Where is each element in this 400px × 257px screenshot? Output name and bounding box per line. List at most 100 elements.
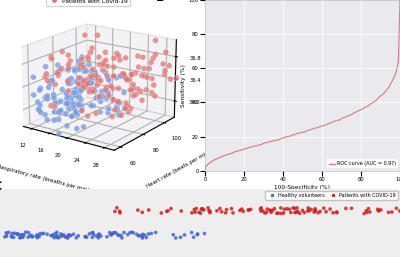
Point — [334, 210, 340, 214]
Point — [194, 232, 201, 236]
Point — [53, 235, 60, 239]
Point — [248, 207, 254, 212]
Y-axis label: Sensitivity (%): Sensitivity (%) — [181, 64, 186, 107]
Point — [55, 236, 62, 240]
Point — [296, 211, 303, 215]
Point — [17, 236, 24, 240]
Point — [119, 236, 125, 240]
Point — [245, 208, 252, 212]
Point — [30, 234, 36, 238]
Point — [270, 208, 276, 212]
Point — [16, 236, 23, 240]
Point — [223, 208, 230, 212]
Point — [228, 207, 235, 211]
Point — [52, 232, 58, 236]
Point — [19, 234, 25, 238]
Point — [108, 233, 114, 237]
Point — [140, 232, 146, 236]
Point — [364, 210, 370, 214]
Point — [89, 231, 95, 235]
Point — [266, 208, 273, 212]
Point — [361, 212, 367, 216]
Point — [293, 210, 300, 214]
Point — [268, 208, 274, 213]
Point — [311, 210, 317, 214]
Point — [205, 206, 211, 210]
Point — [95, 232, 102, 236]
Point — [14, 232, 20, 236]
Point — [222, 211, 229, 215]
Point — [343, 206, 349, 210]
Point — [135, 234, 142, 238]
Point — [278, 206, 284, 210]
Point — [9, 232, 16, 236]
Point — [240, 209, 246, 213]
Point — [278, 211, 284, 215]
Point — [170, 233, 176, 237]
Point — [197, 211, 204, 215]
Point — [378, 208, 384, 212]
Point — [84, 235, 90, 239]
Point — [11, 231, 18, 235]
Point — [86, 232, 93, 236]
Point — [263, 210, 270, 215]
Point — [294, 209, 301, 214]
Point — [44, 232, 50, 236]
Point — [115, 233, 122, 237]
Point — [115, 232, 121, 236]
Point — [18, 234, 24, 238]
Point — [35, 234, 42, 238]
Point — [194, 232, 200, 236]
Point — [294, 206, 300, 210]
Point — [192, 210, 198, 214]
Point — [34, 235, 40, 239]
Point — [10, 235, 17, 239]
Point — [129, 230, 135, 234]
Point — [327, 207, 333, 211]
Point — [312, 208, 318, 212]
Point — [200, 207, 206, 211]
Point — [198, 207, 204, 211]
Point — [189, 211, 195, 215]
Point — [73, 236, 80, 240]
Point — [66, 233, 72, 237]
Point — [264, 207, 270, 211]
Point — [348, 206, 355, 210]
Point — [121, 231, 127, 235]
Point — [104, 235, 110, 239]
Point — [90, 233, 97, 237]
Point — [218, 210, 225, 214]
Text: B: B — [156, 0, 166, 4]
Point — [306, 209, 312, 213]
Point — [172, 236, 179, 240]
Point — [188, 231, 195, 235]
Point — [145, 232, 152, 236]
Point — [139, 210, 146, 214]
Point — [8, 234, 14, 238]
Point — [75, 234, 82, 238]
Point — [190, 235, 197, 239]
Point — [271, 207, 278, 211]
Point — [376, 209, 382, 213]
Point — [317, 209, 323, 214]
Point — [321, 206, 327, 210]
Point — [4, 231, 10, 235]
Point — [127, 231, 133, 235]
Point — [18, 233, 24, 237]
Point — [237, 208, 243, 212]
Point — [27, 234, 33, 238]
Point — [193, 206, 200, 210]
Point — [118, 233, 124, 237]
Point — [217, 206, 223, 210]
Point — [22, 230, 29, 234]
Point — [152, 231, 159, 235]
Point — [14, 232, 21, 236]
Point — [139, 235, 146, 239]
Point — [258, 206, 264, 210]
Point — [363, 209, 370, 213]
Point — [196, 210, 202, 214]
Point — [49, 234, 56, 238]
Point — [14, 232, 21, 236]
Point — [177, 235, 184, 239]
Point — [288, 210, 294, 215]
